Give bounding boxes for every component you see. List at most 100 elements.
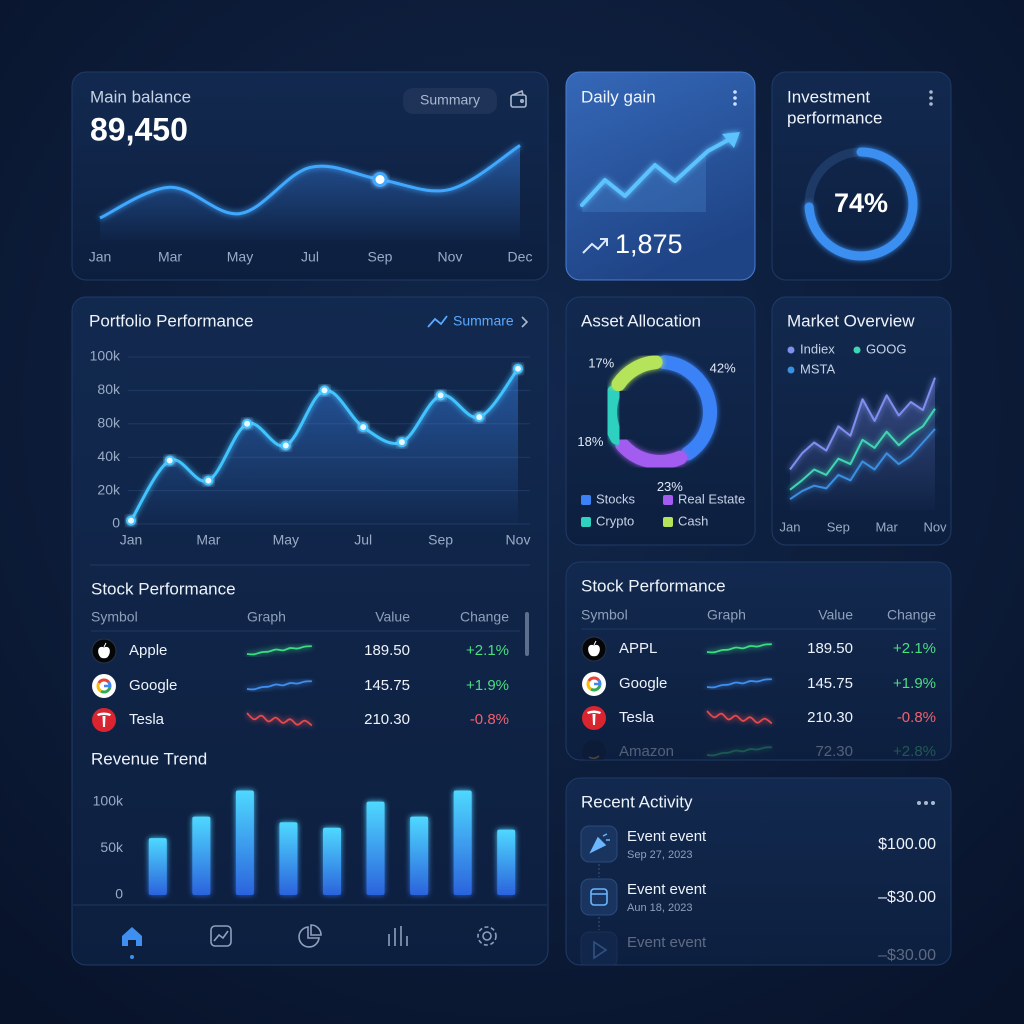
gauge-arc: [804, 147, 918, 261]
menu-icon[interactable]: [917, 801, 935, 805]
gauge-label: 74%: [834, 188, 888, 218]
item-icon: [589, 833, 610, 854]
menu-icon[interactable]: [929, 90, 933, 106]
activity-item[interactable]: Event event Sep 27, 2023 $100.00: [580, 825, 936, 863]
scrollbar[interactable]: [525, 612, 529, 656]
item-name: Event event: [627, 828, 707, 845]
x-tick-label: Nov: [923, 519, 947, 534]
table-row[interactable]: Google 145.75 +1.9%: [92, 674, 509, 698]
legend-swatch: [787, 346, 795, 354]
point: [242, 418, 253, 429]
symbol-name: Tesla: [129, 711, 165, 728]
item-amount: –$30.00: [878, 889, 936, 906]
item-amount: –$30.00: [878, 947, 936, 964]
stock-change: +1.9%: [466, 677, 509, 694]
legend-label: Crypto: [596, 513, 634, 528]
table-row[interactable]: Tesla 210.30 -0.8%: [92, 708, 509, 732]
stock-change: +2.1%: [466, 642, 509, 659]
stock-change: +1.9%: [893, 675, 936, 692]
item-icon: [590, 888, 608, 906]
summary-button[interactable]: [403, 88, 497, 114]
chevron[interactable]: [521, 316, 529, 328]
stock-value: 189.50: [807, 640, 853, 657]
donut-segment: [615, 437, 688, 469]
stock-value: 145.75: [364, 677, 410, 694]
item-amount: $100.00: [878, 836, 936, 853]
legend-swatch: [853, 346, 861, 354]
point: [358, 422, 369, 433]
stock-value: 72.30: [815, 743, 853, 760]
trend-arrow: [580, 137, 732, 207]
donut-segment: [657, 355, 717, 461]
donut-segment: [603, 384, 625, 445]
symbol-name: Google: [619, 675, 667, 692]
card-title: Investment: [787, 87, 870, 106]
link-icon[interactable]: [427, 315, 448, 328]
x-tick-label: Jan: [120, 532, 143, 548]
point: [513, 363, 523, 374]
card: [565, 777, 952, 966]
legend-label: MSTA: [800, 361, 835, 376]
point: [319, 385, 330, 396]
table-row[interactable]: Apple 189.50 +2.1%: [91, 638, 509, 664]
column-header: Symbol: [91, 609, 138, 625]
x-tick-label: Jan: [780, 519, 801, 534]
sparkline: [706, 746, 772, 757]
legend-swatch: [663, 495, 673, 505]
card: [565, 71, 756, 281]
symbol-name: Apple: [129, 642, 167, 659]
item-name: Event event: [627, 881, 707, 898]
x-tick-label: Mar: [196, 532, 220, 548]
table-row[interactable]: Google 145.75 +1.9%: [582, 672, 936, 696]
table-row[interactable]: Tesla 210.30 -0.8%: [582, 706, 936, 730]
table-row[interactable]: Amazon 72.30 +2.8%: [582, 740, 936, 764]
bar: [497, 829, 516, 895]
logo: [98, 642, 110, 659]
x-tick-label: Sep: [827, 519, 850, 534]
summary-link[interactable]: Summare: [453, 313, 514, 329]
y-tick-label: 80k: [97, 381, 121, 397]
menu-icon[interactable]: [733, 90, 737, 106]
sparkline: [246, 712, 313, 727]
sparkline: [706, 710, 773, 725]
nav-settings[interactable]: [477, 926, 497, 946]
card-title: Stock Performance: [581, 576, 726, 595]
wallet-icon[interactable]: [510, 89, 527, 108]
legend-label: GOOG: [866, 341, 906, 356]
table-row[interactable]: APPL 189.50 +2.1%: [581, 636, 936, 662]
button-label[interactable]: Summary: [420, 92, 480, 108]
column-header: Graph: [247, 609, 286, 625]
legend-label: Indiex: [800, 341, 835, 356]
card: [565, 296, 756, 546]
logo: [586, 680, 592, 691]
nav-chart[interactable]: [210, 925, 232, 947]
legend-swatch: [581, 495, 591, 505]
card: [565, 561, 952, 761]
activity-item[interactable]: Event event Aun 18, 2023 –$30.00: [580, 878, 936, 916]
logo: [590, 684, 602, 692]
x-tick-label: Nov: [506, 532, 531, 548]
area: [790, 377, 935, 510]
symbol-name: APPL: [619, 640, 657, 657]
logo: [96, 682, 102, 693]
trend-icon: [582, 239, 607, 254]
nav-bars[interactable]: [388, 926, 408, 946]
nav-pie[interactable]: [298, 924, 322, 948]
logo: [588, 755, 600, 760]
point: [280, 440, 291, 451]
sparkline: [706, 643, 772, 654]
x-tick-label: Mar: [875, 519, 898, 534]
item-icon: [580, 878, 618, 916]
activity-item[interactable]: Event event –$30.00: [580, 931, 936, 968]
sparkline: [246, 645, 312, 656]
bar: [323, 827, 341, 895]
column-header: Value: [818, 607, 853, 623]
stock-value: 210.30: [364, 711, 410, 728]
bar: [235, 790, 254, 895]
card-title: Stock Performance: [91, 579, 236, 598]
y-tick-label: 0: [115, 886, 123, 902]
nav-home[interactable]: [122, 927, 142, 946]
column-header: Change: [887, 607, 936, 623]
x-tick-label: May: [273, 532, 299, 548]
x-tick-label: Nov: [438, 249, 463, 265]
